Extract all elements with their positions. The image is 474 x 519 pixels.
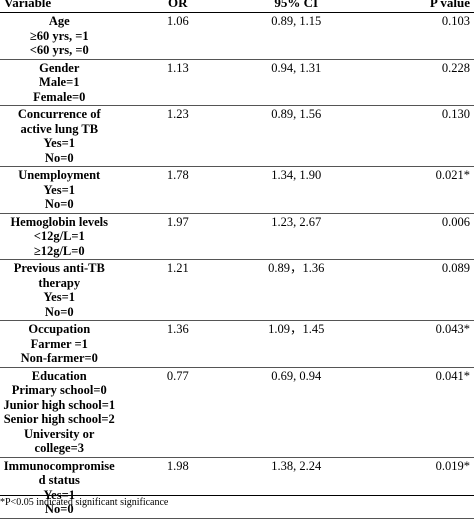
p-value-cell: 0.228 bbox=[356, 59, 474, 106]
variable-name: Hemoglobin levels bbox=[0, 215, 119, 230]
p-value-cell: 0.103 bbox=[356, 13, 474, 60]
table-footnote: *P<0.05 indicated significant significan… bbox=[0, 497, 168, 509]
p-value-cell: 0.130 bbox=[356, 106, 474, 167]
p-value-cell: 0.006 bbox=[356, 213, 474, 260]
p-value-cell: 0.041* bbox=[356, 367, 474, 457]
table-header-row: Variable OR 95% CI P value bbox=[0, 0, 474, 13]
variable-coding: No=0 bbox=[0, 197, 119, 212]
variable-cell: Hemoglobin levels<12g/L=1≥12g/L=0 bbox=[0, 213, 119, 260]
or-cell: 1.36 bbox=[119, 321, 238, 368]
ci-cell: 1.23, 2.67 bbox=[237, 213, 356, 260]
header-ci: 95% CI bbox=[237, 0, 356, 13]
or-cell: 1.23 bbox=[119, 106, 238, 167]
variable-coding: Female=0 bbox=[0, 90, 119, 105]
header-p-value: P value bbox=[356, 0, 474, 13]
variable-name: Unemployment bbox=[0, 168, 119, 183]
p-value-cell: 0.089 bbox=[356, 260, 474, 321]
p-value-cell: 0.019* bbox=[356, 457, 474, 518]
variable-name: Occupation bbox=[0, 322, 119, 337]
ci-cell: 0.89, 1.15 bbox=[237, 13, 356, 60]
variable-name: Age bbox=[0, 14, 119, 29]
header-variable: Variable bbox=[0, 0, 119, 13]
p-value-cell: 0.021* bbox=[356, 167, 474, 214]
ci-cell: 0.89，1.36 bbox=[237, 260, 356, 321]
variable-coding: active lung TB bbox=[0, 122, 119, 137]
or-cell: 0.77 bbox=[119, 367, 238, 457]
variable-name: Immunocompromise bbox=[0, 459, 119, 474]
ci-cell: 0.89, 1.56 bbox=[237, 106, 356, 167]
variable-coding: Junior high school=1 bbox=[0, 398, 119, 413]
variable-name: Concurrence of bbox=[0, 107, 119, 122]
variable-name: Education bbox=[0, 369, 119, 384]
or-cell: 1.06 bbox=[119, 13, 238, 60]
variable-coding: college=3 bbox=[0, 441, 119, 456]
or-cell: 1.21 bbox=[119, 260, 238, 321]
ci-cell: 1.34, 1.90 bbox=[237, 167, 356, 214]
ci-cell: 0.69, 0.94 bbox=[237, 367, 356, 457]
p-value-cell: 0.043* bbox=[356, 321, 474, 368]
variable-coding: d status bbox=[0, 473, 119, 488]
variable-coding: ≥60 yrs, =1 bbox=[0, 29, 119, 44]
variable-cell: Age≥60 yrs, =1<60 yrs, =0 bbox=[0, 13, 119, 60]
ci-cell: 0.94, 1.31 bbox=[237, 59, 356, 106]
ci-cell: 1.09，1.45 bbox=[237, 321, 356, 368]
variable-coding: Non-farmer=0 bbox=[0, 351, 119, 366]
variable-coding: Male=1 bbox=[0, 75, 119, 90]
variable-coding: Yes=1 bbox=[0, 183, 119, 198]
variable-coding: ≥12g/L=0 bbox=[0, 244, 119, 259]
variable-coding: Yes=1 bbox=[0, 136, 119, 151]
variable-coding: <12g/L=1 bbox=[0, 229, 119, 244]
table-bottom-rule bbox=[0, 495, 474, 496]
variable-coding: therapy bbox=[0, 276, 119, 291]
variable-name: Gender bbox=[0, 61, 119, 76]
variable-coding: Primary school=0 bbox=[0, 383, 119, 398]
variable-name: Previous anti-TB bbox=[0, 261, 119, 276]
header-or: OR bbox=[119, 0, 238, 13]
variable-coding: Yes=1 bbox=[0, 290, 119, 305]
variable-coding: Farmer =1 bbox=[0, 337, 119, 352]
or-cell: 1.97 bbox=[119, 213, 238, 260]
ci-cell: 1.38, 2.24 bbox=[237, 457, 356, 518]
variable-coding: Senior high school=2 bbox=[0, 412, 119, 427]
or-cell: 1.13 bbox=[119, 59, 238, 106]
variable-coding: No=0 bbox=[0, 305, 119, 320]
variable-coding: University or bbox=[0, 427, 119, 442]
variable-coding: <60 yrs, =0 bbox=[0, 43, 119, 58]
or-cell: 1.78 bbox=[119, 167, 238, 214]
variable-coding: No=0 bbox=[0, 151, 119, 166]
